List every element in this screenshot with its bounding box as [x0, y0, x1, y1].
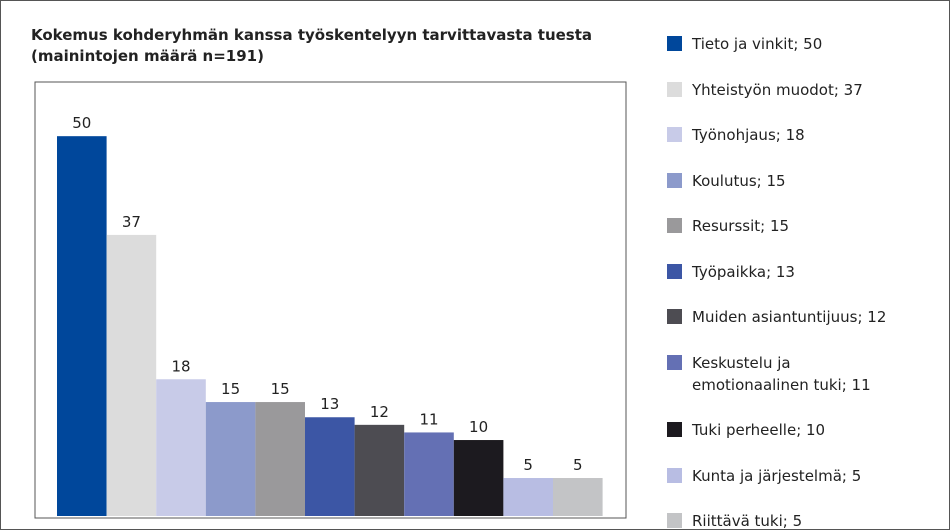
- legend-label: Kunta ja järjestelmä; 5: [692, 466, 862, 485]
- legend-swatch: [667, 36, 682, 51]
- value-label: 15: [221, 380, 240, 398]
- value-label: 18: [171, 357, 190, 375]
- bar: [503, 478, 553, 516]
- bar: [305, 417, 355, 516]
- legend-label: Tieto ja vinkit; 50: [692, 35, 823, 53]
- value-label: 15: [271, 380, 290, 398]
- value-label: 5: [573, 456, 583, 474]
- legend-label: Muiden asiantuntijuus; 12: [692, 308, 887, 326]
- legend-swatch: [667, 218, 682, 233]
- legend-label: Työnohjaus; 18: [692, 126, 805, 144]
- bar: [57, 136, 107, 516]
- legend-swatch: [667, 354, 682, 370]
- value-label: 10: [469, 418, 488, 436]
- value-label: 5: [523, 456, 533, 474]
- legend-item: Tuki perheelle; 10: [667, 419, 886, 441]
- value-label: 50: [72, 114, 91, 132]
- legend-item: Muiden asiantuntijuus; 12: [667, 306, 886, 328]
- bar: [453, 440, 504, 516]
- legend-item: Kunta ja järjestelmä; 5: [667, 465, 886, 487]
- legend-swatch: [667, 127, 682, 142]
- value-label: 13: [320, 395, 339, 413]
- value-label: 12: [370, 403, 389, 421]
- value-label: 11: [419, 410, 438, 428]
- value-label: 37: [122, 213, 141, 231]
- legend-item: Työnohjaus; 18: [667, 124, 886, 146]
- plot-frame: [34, 81, 627, 519]
- chart-title: Kokemus kohderyhmän kanssa työskentelyyn…: [31, 26, 593, 65]
- legend-item: Yhteistyön muodot; 37: [667, 79, 886, 101]
- legend-swatch: [667, 513, 682, 528]
- bar: [106, 234, 157, 517]
- legend-label: Työpaikka; 13: [692, 262, 795, 281]
- legend-item: Koulutus; 15: [667, 170, 886, 192]
- legend-item: Resurssit; 15: [667, 215, 886, 237]
- legend-item: Keskustelu ja emotionaalinen tuki; 11: [667, 352, 886, 396]
- legend-item: Riittävä tuki; 5: [667, 510, 886, 530]
- legend-swatch: [667, 467, 682, 483]
- bar: [553, 478, 603, 516]
- legend-swatch: [667, 422, 682, 437]
- bar: [156, 379, 206, 516]
- legend-label: Keskustelu ja emotionaalinen tuki; 11: [692, 353, 871, 394]
- legend-swatch: [667, 309, 682, 324]
- bar: [354, 424, 405, 516]
- legend-label: Koulutus; 15: [692, 171, 786, 190]
- legend-item: Työpaikka; 13: [667, 261, 886, 283]
- legend-swatch: [667, 81, 682, 97]
- legend-label: Tuki perheelle; 10: [692, 421, 826, 439]
- bar: [255, 402, 305, 516]
- legend-label: Resurssit; 15: [692, 217, 790, 235]
- legend: Tieto ja vinkit; 50 Yhteistyön muodot; 37…: [667, 33, 886, 530]
- bar: [404, 432, 454, 516]
- legend-label: Yhteistyön muodot; 37: [692, 80, 863, 99]
- legend-label: Riittävä tuki; 5: [692, 512, 803, 530]
- legend-swatch: [667, 172, 682, 188]
- legend-item: Tieto ja vinkit; 50: [667, 33, 886, 55]
- bar: [205, 402, 256, 516]
- legend-swatch: [667, 263, 682, 279]
